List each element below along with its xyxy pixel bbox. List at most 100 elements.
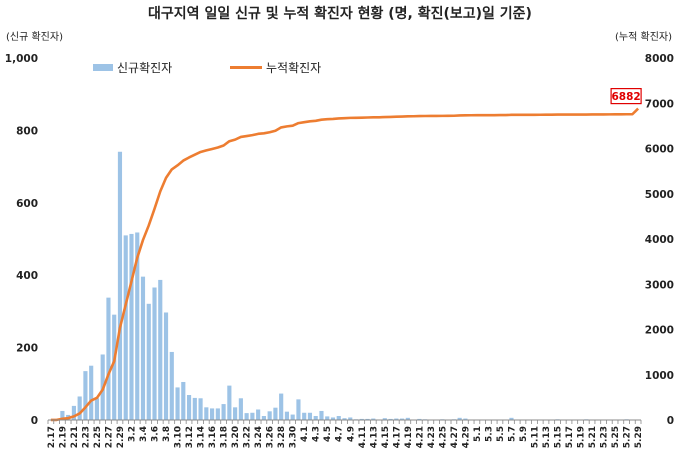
- y-tick-label-right: 1000: [645, 370, 674, 382]
- x-tick-label: 5.19: [577, 426, 587, 448]
- x-tick-label: 5.9: [519, 426, 529, 442]
- x-tick-label: 3.20: [231, 426, 241, 448]
- x-tick-label: 3.18: [220, 426, 230, 448]
- x-tick-label: 3.28: [277, 426, 287, 448]
- y-tick-label-right: 6000: [645, 144, 674, 156]
- x-tick-label: 2.21: [70, 426, 80, 448]
- bar-series-new-cases: [49, 152, 629, 420]
- bar: [199, 398, 203, 420]
- bar: [227, 386, 231, 420]
- x-tick-label: 5.25: [611, 426, 621, 448]
- bar: [279, 394, 283, 420]
- bar: [268, 411, 272, 420]
- x-tick-label: 4.27: [450, 426, 460, 448]
- x-tick-label: 4.23: [427, 426, 437, 448]
- x-tick-label: 5.23: [600, 426, 610, 448]
- bar: [256, 410, 260, 421]
- x-tick-label: 4.3: [312, 426, 322, 442]
- x-tick-label: 5.21: [588, 426, 598, 448]
- x-tick-label: 4.21: [415, 426, 425, 448]
- chart-title: 대구지역 일일 신규 및 누적 확진자 현황 (명, 확진(보고)일 기준): [148, 5, 532, 22]
- callout-value: 6882: [611, 91, 640, 103]
- y-tick-label-left: 800: [16, 125, 38, 137]
- bar: [129, 234, 133, 420]
- x-tick-label: 4.17: [392, 426, 402, 448]
- bar: [291, 415, 295, 420]
- y-tick-label-left: 600: [16, 198, 38, 210]
- bar: [233, 407, 237, 420]
- x-tick-label: 4.5: [323, 426, 333, 442]
- bar: [141, 277, 145, 420]
- bar: [210, 408, 214, 420]
- x-tick-label: 4.1: [300, 426, 310, 442]
- x-tick-label: 5.27: [623, 426, 633, 448]
- bar: [175, 387, 179, 420]
- x-tick-label: 2.27: [104, 426, 114, 448]
- y-tick-label-right: 5000: [645, 189, 674, 201]
- bar: [337, 416, 341, 420]
- x-tick-label: 2.23: [81, 426, 91, 448]
- axes: [48, 420, 641, 424]
- x-tick-label: 3.24: [254, 426, 264, 448]
- x-tick-label: 5.15: [554, 426, 564, 448]
- right-axis-unit-label: (누적 확진자): [615, 31, 672, 43]
- bar: [181, 382, 185, 420]
- y-tick-label-left: 1,000: [5, 53, 38, 65]
- x-tick-label: 2.25: [93, 426, 103, 448]
- bar: [106, 298, 110, 420]
- y-tick-label-right: 3000: [645, 279, 674, 291]
- bar: [124, 235, 128, 420]
- x-tick-label: 5.29: [634, 426, 644, 448]
- bar: [147, 304, 151, 420]
- bar: [78, 396, 82, 420]
- y-tick-label-right: 0: [667, 415, 674, 427]
- legend-label-cumulative: 누적확진자: [266, 61, 321, 75]
- x-tick-label: 2.19: [58, 426, 68, 448]
- x-tick-label: 5.11: [530, 426, 540, 448]
- bar: [314, 416, 318, 420]
- y-tick-label-left: 200: [16, 343, 38, 355]
- x-tick-label: 4.25: [438, 426, 448, 448]
- x-tick-label: 3.8: [162, 426, 172, 442]
- x-tick-label: 2.29: [116, 426, 126, 448]
- bar: [250, 413, 254, 420]
- callout: 6882: [611, 89, 641, 104]
- x-tick-label: 4.13: [369, 426, 379, 448]
- bar: [239, 398, 243, 420]
- x-tick-label: 3.12: [185, 426, 195, 448]
- bar: [222, 404, 226, 420]
- legend-label-new-cases: 신규확진자: [117, 61, 172, 75]
- x-tick-label: 3.30: [289, 426, 299, 448]
- y-tick-label-right: 7000: [645, 98, 674, 110]
- bar: [273, 408, 277, 420]
- x-tick-label: 3.22: [243, 426, 253, 448]
- legend: 신규확진자 누적확진자: [93, 61, 321, 75]
- bar: [89, 366, 93, 420]
- left-axis-unit-label: (신규 확진자): [6, 31, 63, 43]
- x-tick-label: 3.2: [127, 426, 137, 442]
- bar: [325, 416, 329, 420]
- bar: [170, 352, 174, 420]
- x-tick-label: 5.17: [565, 426, 575, 448]
- bar: [95, 398, 99, 420]
- bar: [83, 371, 87, 420]
- x-tick-label: 5.5: [496, 426, 506, 442]
- x-tick-label: 3.16: [208, 426, 218, 448]
- bar: [245, 413, 249, 420]
- bar: [193, 398, 197, 420]
- bar: [285, 412, 289, 420]
- x-tick-label: 4.11: [358, 426, 368, 448]
- x-tick-label: 5.7: [507, 426, 517, 442]
- bar: [216, 408, 220, 420]
- x-tick-label: 5.3: [484, 426, 494, 442]
- bar: [302, 413, 306, 420]
- legend-swatch-new-cases: [93, 64, 113, 71]
- bar: [262, 416, 266, 420]
- y-tick-label-left: 0: [31, 415, 38, 427]
- bar: [204, 407, 208, 420]
